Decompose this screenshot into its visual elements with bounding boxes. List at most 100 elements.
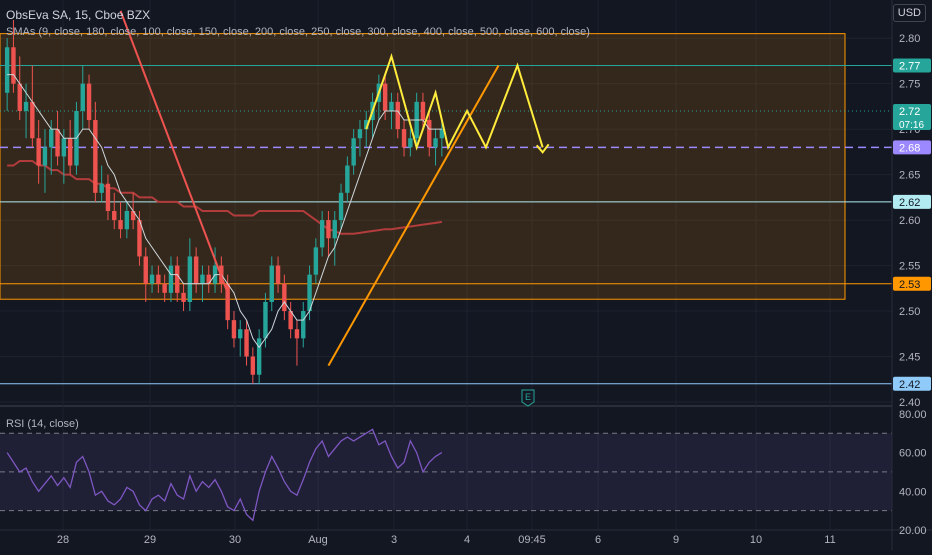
price-tick-label: 2.75 xyxy=(899,79,920,91)
candle-body xyxy=(345,165,350,193)
price-level-badge-label: 2.68 xyxy=(899,142,920,154)
candle-body xyxy=(288,311,293,330)
symbol-title: ObsEva SA, 15, Cboe BZX xyxy=(6,8,151,22)
time-tick-label: 9 xyxy=(673,534,679,546)
price-tick-label: 2.80 xyxy=(899,33,920,45)
candle-body xyxy=(42,147,48,166)
candle-body xyxy=(4,47,10,93)
rsi-legend: RSI (14, close) xyxy=(6,418,79,430)
candle-body xyxy=(105,183,111,211)
candle-body xyxy=(11,47,16,84)
candle-body xyxy=(23,101,29,111)
rsi-tick-label: 20.00 xyxy=(899,525,927,537)
price-tick-label: 2.40 xyxy=(899,397,920,409)
currency-button[interactable]: USD xyxy=(892,4,926,22)
price-level-badge xyxy=(893,376,931,391)
candle-body xyxy=(193,256,199,284)
candle-body xyxy=(364,120,369,130)
candle-body xyxy=(55,129,60,157)
candle-body xyxy=(382,83,388,111)
rsi-tick-label: 80.00 xyxy=(899,409,927,421)
candle-body xyxy=(263,301,268,339)
time-tick-label: 30 xyxy=(229,534,241,546)
candle-body xyxy=(181,292,186,302)
earnings-marker-icon xyxy=(521,389,535,407)
price-level-badge-label: 2.53 xyxy=(899,279,920,291)
price-level-badge xyxy=(893,58,931,73)
candle-body xyxy=(307,274,312,312)
projection-arrowhead xyxy=(535,143,550,154)
rsi-tick-label: 60.00 xyxy=(899,448,927,460)
time-tick-label: 3 xyxy=(391,534,397,546)
candle-body xyxy=(269,265,274,302)
candle-body xyxy=(112,211,117,221)
candle-body xyxy=(86,83,92,121)
candle-body xyxy=(250,356,256,375)
sma-short-line xyxy=(7,74,442,349)
range-box xyxy=(0,33,846,300)
price-level-badge xyxy=(893,276,931,291)
candle-body xyxy=(225,283,230,321)
rsi-legend-box[interactable]: RSI (14, close) xyxy=(6,418,79,430)
candle-body xyxy=(244,329,249,357)
candle-body xyxy=(408,138,413,148)
candle-body xyxy=(401,129,407,148)
candle-body xyxy=(36,138,41,166)
candle-body xyxy=(156,274,161,284)
candle-body xyxy=(175,265,180,293)
price-tick-label: 2.45 xyxy=(899,352,920,364)
price-level-badge xyxy=(893,103,931,130)
candle-body xyxy=(118,220,123,230)
candle-body xyxy=(395,101,400,130)
candle-body xyxy=(61,138,67,157)
bar-countdown-label: 07:16 xyxy=(899,120,924,131)
candle-body xyxy=(338,192,344,221)
candle-body xyxy=(130,211,136,221)
time-tick-label: Aug xyxy=(308,534,328,546)
candle-body xyxy=(124,211,130,230)
price-tick-label: 2.65 xyxy=(899,170,920,182)
time-tick-label: 11 xyxy=(824,534,835,546)
candle-body xyxy=(420,101,426,121)
candle-body xyxy=(326,220,331,239)
candle-body xyxy=(427,120,432,148)
price-level-badge xyxy=(893,140,931,155)
chart-legend-indicators[interactable]: SMAs (9, close, 180, close, 100, close, … xyxy=(6,26,590,38)
candle-body xyxy=(200,274,205,284)
candle-body xyxy=(187,256,193,302)
candle-body xyxy=(238,329,243,339)
candle-body xyxy=(389,101,394,111)
candle-body xyxy=(439,129,445,139)
price-level-badge-label: 2.77 xyxy=(899,60,920,72)
candle-body xyxy=(149,274,155,284)
candle-body xyxy=(301,311,306,339)
candle-body xyxy=(162,283,167,293)
candle-body xyxy=(206,274,211,284)
candle-body xyxy=(282,283,287,312)
candle-body xyxy=(256,338,262,375)
rsi-tick-label: 40.00 xyxy=(899,486,927,498)
rsi-line xyxy=(6,428,443,522)
candle-body xyxy=(93,120,98,193)
candle-body xyxy=(275,265,281,284)
candle-body xyxy=(67,138,73,166)
price-level-badge-label: 2.72 xyxy=(899,106,920,118)
sma-legend: SMAs (9, close, 180, close, 100, close, … xyxy=(6,26,590,38)
price-tick-label: 2.60 xyxy=(899,215,920,227)
trendline xyxy=(119,10,229,294)
chart-legend-symbol[interactable]: ObsEva SA, 15, Cboe BZX xyxy=(6,8,150,22)
candle-body xyxy=(294,329,300,339)
candle-body xyxy=(143,256,148,284)
time-tick-label: 6 xyxy=(595,534,601,546)
candle-body xyxy=(332,220,337,239)
candle-body xyxy=(17,83,22,111)
candle-body xyxy=(313,247,319,275)
time-tick-label: 09:45 xyxy=(518,534,546,546)
candle-body xyxy=(433,138,438,148)
projection-path xyxy=(365,53,544,151)
candle-body xyxy=(319,220,325,248)
candle-body xyxy=(49,129,54,148)
